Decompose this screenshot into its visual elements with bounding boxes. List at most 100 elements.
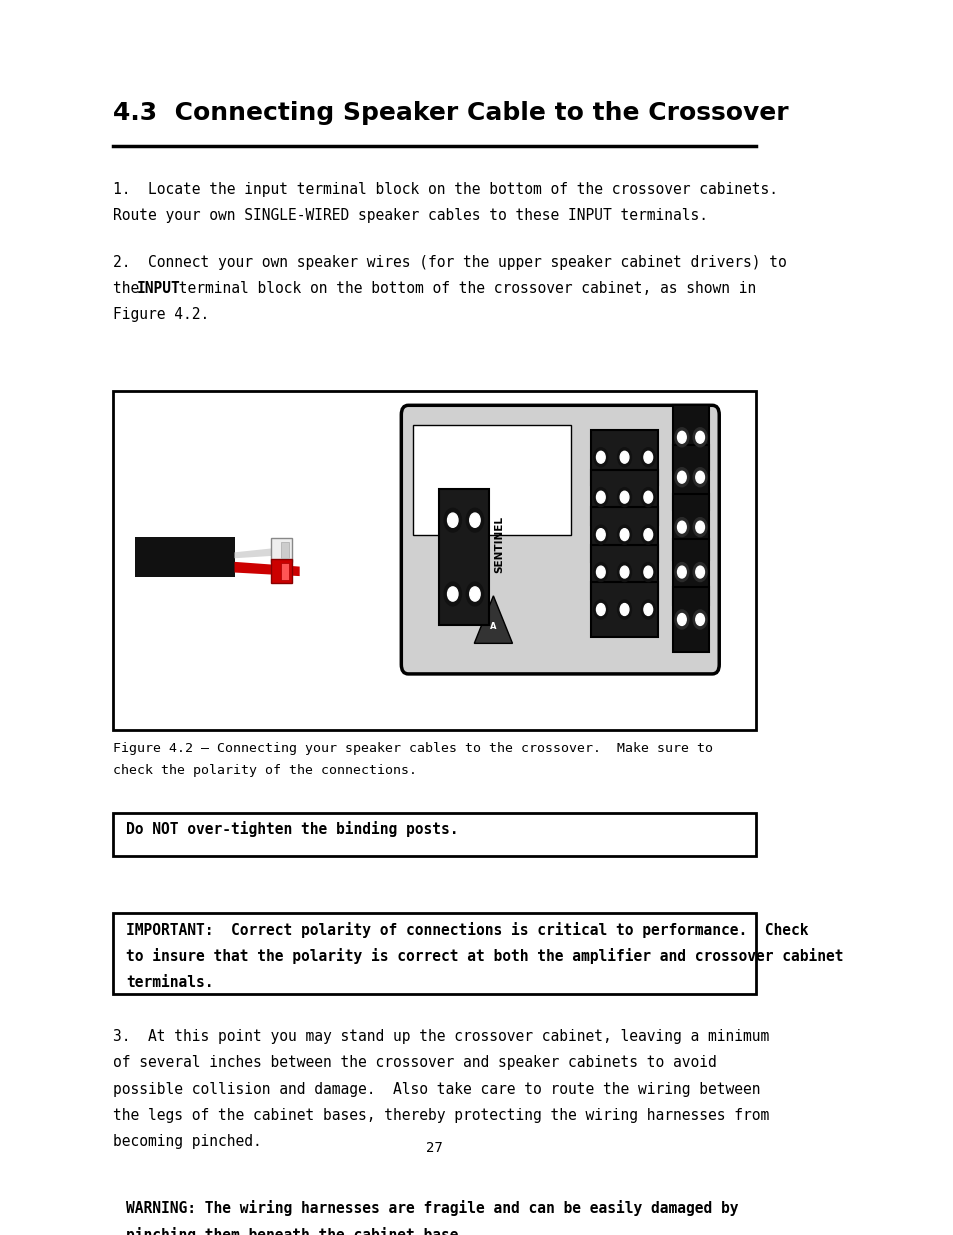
FancyBboxPatch shape xyxy=(134,537,234,577)
FancyBboxPatch shape xyxy=(112,391,755,730)
Text: terminals.: terminals. xyxy=(126,974,213,989)
Text: becoming pinched.: becoming pinched. xyxy=(112,1134,261,1149)
FancyBboxPatch shape xyxy=(413,425,571,535)
FancyBboxPatch shape xyxy=(672,540,708,605)
FancyBboxPatch shape xyxy=(112,1191,755,1235)
Polygon shape xyxy=(234,546,291,558)
Text: A: A xyxy=(490,622,497,631)
Circle shape xyxy=(677,431,685,443)
Polygon shape xyxy=(474,595,512,643)
Circle shape xyxy=(693,610,706,629)
Text: IMPORTANT:  Correct polarity of connections is critical to performance.  Check: IMPORTANT: Correct polarity of connectio… xyxy=(126,923,807,939)
Circle shape xyxy=(674,468,688,487)
Circle shape xyxy=(643,604,652,615)
Circle shape xyxy=(596,451,604,463)
FancyBboxPatch shape xyxy=(590,430,658,484)
Circle shape xyxy=(596,529,604,541)
FancyBboxPatch shape xyxy=(281,542,289,558)
FancyBboxPatch shape xyxy=(672,445,708,510)
Text: Figure 4.2.: Figure 4.2. xyxy=(112,308,209,322)
Circle shape xyxy=(677,614,685,625)
Circle shape xyxy=(443,582,461,606)
Circle shape xyxy=(619,451,628,463)
Text: pinching them beneath the cabinet base.: pinching them beneath the cabinet base. xyxy=(126,1226,467,1235)
FancyBboxPatch shape xyxy=(438,489,489,625)
Circle shape xyxy=(594,448,607,467)
Circle shape xyxy=(643,566,652,578)
FancyBboxPatch shape xyxy=(271,559,292,583)
Text: terminal block on the bottom of the crossover cabinet, as shown in: terminal block on the bottom of the cros… xyxy=(170,282,756,296)
FancyBboxPatch shape xyxy=(590,469,658,525)
Circle shape xyxy=(693,517,706,537)
Text: Route your own SINGLE-WIRED speaker cables to these INPUT terminals.: Route your own SINGLE-WIRED speaker cabl… xyxy=(112,207,707,224)
Circle shape xyxy=(693,468,706,487)
Text: SENTINEL: SENTINEL xyxy=(494,516,504,573)
Circle shape xyxy=(695,566,703,578)
FancyBboxPatch shape xyxy=(590,508,658,562)
Circle shape xyxy=(695,521,703,534)
Circle shape xyxy=(594,488,607,506)
Circle shape xyxy=(619,566,628,578)
Circle shape xyxy=(594,600,607,619)
Circle shape xyxy=(677,472,685,483)
Circle shape xyxy=(643,529,652,541)
Circle shape xyxy=(594,563,607,582)
Text: 27: 27 xyxy=(425,1141,442,1155)
Circle shape xyxy=(640,525,655,545)
Circle shape xyxy=(617,448,631,467)
Circle shape xyxy=(469,513,479,527)
Text: check the polarity of the connections.: check the polarity of the connections. xyxy=(112,764,416,777)
Circle shape xyxy=(640,488,655,506)
Circle shape xyxy=(469,587,479,601)
Circle shape xyxy=(640,563,655,582)
Circle shape xyxy=(596,492,604,503)
Text: of several inches between the crossover and speaker cabinets to avoid: of several inches between the crossover … xyxy=(112,1056,716,1071)
Circle shape xyxy=(640,600,655,619)
Circle shape xyxy=(594,525,607,545)
Text: Do NOT over-tighten the binding posts.: Do NOT over-tighten the binding posts. xyxy=(126,821,458,837)
Circle shape xyxy=(619,529,628,541)
Circle shape xyxy=(695,472,703,483)
Text: possible collision and damage.  Also take care to route the wiring between: possible collision and damage. Also take… xyxy=(112,1082,760,1097)
FancyBboxPatch shape xyxy=(590,545,658,599)
Polygon shape xyxy=(234,562,299,576)
Text: 1.  Locate the input terminal block on the bottom of the crossover cabinets.: 1. Locate the input terminal block on th… xyxy=(112,182,777,196)
Circle shape xyxy=(619,604,628,615)
Text: the: the xyxy=(112,282,148,296)
Circle shape xyxy=(617,563,631,582)
Circle shape xyxy=(617,600,631,619)
Text: 3.  At this point you may stand up the crossover cabinet, leaving a minimum: 3. At this point you may stand up the cr… xyxy=(112,1029,768,1045)
Circle shape xyxy=(674,563,688,582)
FancyBboxPatch shape xyxy=(672,494,708,559)
Circle shape xyxy=(677,521,685,534)
Circle shape xyxy=(466,582,483,606)
Circle shape xyxy=(619,492,628,503)
Circle shape xyxy=(640,448,655,467)
Text: Figure 4.2 – Connecting your speaker cables to the crossover.  Make sure to: Figure 4.2 – Connecting your speaker cab… xyxy=(112,742,712,755)
Circle shape xyxy=(643,451,652,463)
Circle shape xyxy=(693,427,706,447)
Circle shape xyxy=(443,509,461,532)
Text: INPUT: INPUT xyxy=(137,282,181,296)
Circle shape xyxy=(677,566,685,578)
FancyBboxPatch shape xyxy=(271,538,292,562)
Circle shape xyxy=(695,614,703,625)
Circle shape xyxy=(466,509,483,532)
FancyBboxPatch shape xyxy=(112,813,755,856)
Circle shape xyxy=(643,492,652,503)
Text: the legs of the cabinet bases, thereby protecting the wiring harnesses from: the legs of the cabinet bases, thereby p… xyxy=(112,1108,768,1123)
FancyBboxPatch shape xyxy=(590,582,658,637)
Circle shape xyxy=(674,427,688,447)
FancyBboxPatch shape xyxy=(672,587,708,652)
Circle shape xyxy=(447,513,457,527)
FancyBboxPatch shape xyxy=(401,405,719,674)
Circle shape xyxy=(447,587,457,601)
Circle shape xyxy=(674,610,688,629)
Circle shape xyxy=(674,517,688,537)
FancyBboxPatch shape xyxy=(281,563,289,579)
Circle shape xyxy=(596,604,604,615)
Text: WARNING: The wiring harnesses are fragile and can be easily damaged by: WARNING: The wiring harnesses are fragil… xyxy=(126,1200,738,1216)
FancyBboxPatch shape xyxy=(672,405,708,471)
Circle shape xyxy=(693,563,706,582)
Text: 2.  Connect your own speaker wires (for the upper speaker cabinet drivers) to: 2. Connect your own speaker wires (for t… xyxy=(112,256,786,270)
